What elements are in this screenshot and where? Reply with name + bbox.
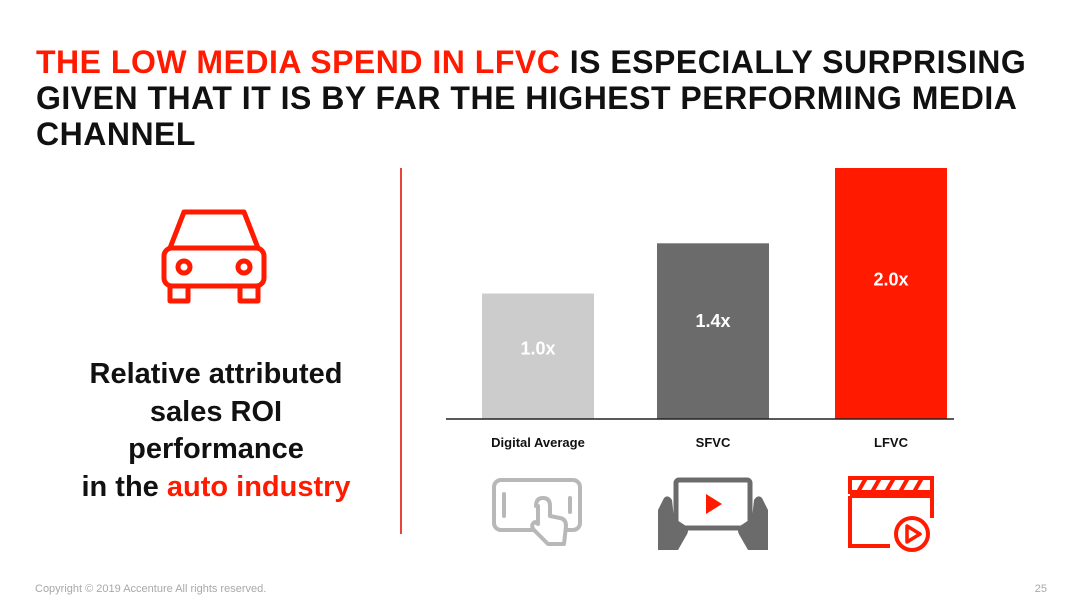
roi-line-2: sales ROI: [149, 395, 283, 428]
title-highlight: THE LOW MEDIA SPEND IN LFVC: [36, 44, 561, 80]
copyright-text: Copyright © 2019 Accenture All rights re…: [35, 583, 267, 595]
car-icon: [161, 209, 267, 304]
roi-description: Relative attributed sales ROI performanc…: [40, 356, 392, 506]
slide-title: THE LOW MEDIA SPEND IN LFVC IS ESPECIALL…: [36, 44, 1056, 152]
roi-bar-chart: 1.0x Digital Average 1.4x SFVC 2.0x LFVC: [446, 168, 954, 450]
bar-sfvc: [657, 243, 769, 419]
roi-line-3: performance: [128, 433, 304, 465]
data-label-digital-average: 1.0x: [520, 339, 555, 359]
clapperboard-play-icon: [848, 476, 934, 552]
page-number: 25: [1034, 583, 1047, 595]
data-label-sfvc: 1.4x: [695, 311, 730, 331]
vertical-divider: [400, 168, 402, 534]
category-label-digital-average: Digital Average: [491, 435, 585, 450]
category-label-sfvc: SFVC: [696, 435, 731, 450]
data-label-lfvc: 2.0x: [873, 270, 908, 290]
bar-digital-average: [482, 293, 594, 419]
video-player-icon: [658, 477, 768, 550]
tablet-touch-icon: [492, 478, 582, 546]
title-rest: IS ESPECIALLY SURPRISING GIVEN THAT IT I…: [36, 44, 1027, 152]
category-label-lfvc: LFVC: [874, 435, 909, 450]
bar-lfvc: [835, 168, 947, 419]
roi-line-1: Relative attributed: [89, 358, 343, 390]
roi-line-4-prefix: in the: [81, 470, 167, 503]
roi-line-4-highlight: auto industry: [166, 470, 351, 503]
